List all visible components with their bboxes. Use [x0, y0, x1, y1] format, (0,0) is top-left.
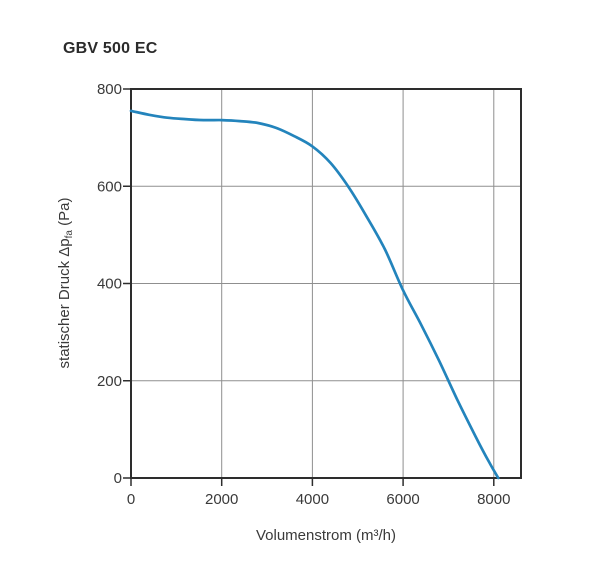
plot-border [130, 88, 522, 479]
chart-title: GBV 500 EC [63, 40, 158, 57]
x-axis-label: Volumenstrom (m³/h) [256, 527, 396, 544]
x-tick-label: 8000 [477, 491, 510, 508]
series-curve [129, 109, 500, 480]
y-tick-label: 600 [97, 178, 122, 195]
y-tick-label: 0 [114, 470, 122, 487]
x-tick-label: 4000 [296, 491, 329, 508]
y-tick-label: 800 [97, 81, 122, 98]
y-axis-label: statischer Druck Δpfa (Pa) [56, 198, 75, 369]
x-tick-label: 6000 [386, 491, 419, 508]
x-tick-label: 2000 [205, 491, 238, 508]
y-tick-label: 200 [97, 373, 122, 390]
x-tick-label: 0 [127, 491, 135, 508]
y-tick-label: 400 [97, 276, 122, 293]
